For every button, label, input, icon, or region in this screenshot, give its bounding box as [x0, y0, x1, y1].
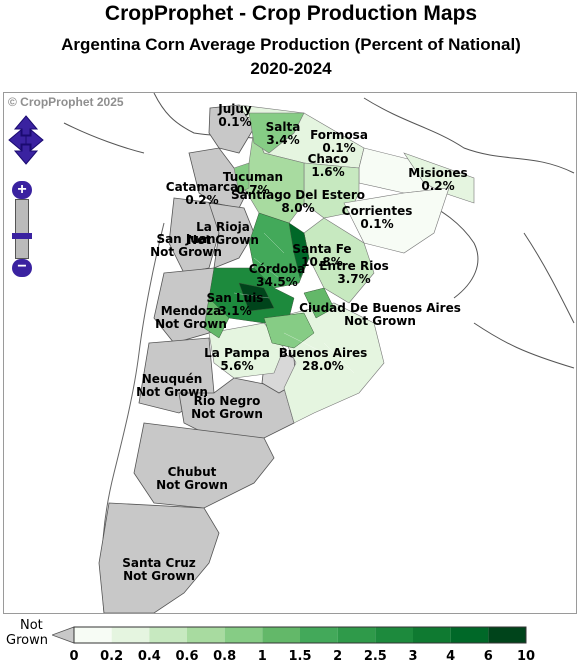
- label-chaco: Chaco 1.6%: [307, 152, 349, 179]
- label-san-juan: San Juan Not Grown: [150, 232, 222, 259]
- label-catamarca: Catamarca 0.2%: [165, 180, 239, 207]
- label-mendoza: Mendoza Not Grown: [155, 304, 227, 331]
- legend-tick-label: 1: [257, 649, 267, 664]
- legend-tick-label: 2.5: [363, 649, 387, 664]
- pan-right-icon: [25, 128, 44, 152]
- legend-swatch: [413, 627, 451, 643]
- zoom-track[interactable]: [15, 199, 29, 259]
- legend-swatch: [450, 627, 489, 643]
- legend-tick-label: 10: [516, 649, 536, 664]
- legend-tick-label: 0.2: [100, 649, 124, 664]
- argentina-map[interactable]: [4, 93, 577, 614]
- pan-control[interactable]: [8, 115, 44, 165]
- map-years: 2020-2024: [250, 59, 332, 78]
- label-caba: Ciudad De Buenos Aires Not Grown: [299, 301, 461, 328]
- pan-down-icon: [13, 144, 39, 165]
- label-santa-cruz: Santa Cruz Not Grown: [122, 556, 196, 583]
- legend-swatch: [74, 627, 112, 643]
- sanluis-area: [203, 297, 230, 339]
- legend-tick-label: 0.4: [137, 649, 161, 664]
- label-formosa: Formosa 0.1%: [310, 128, 368, 155]
- legend-tick-label: 4: [446, 649, 456, 664]
- legend-not-grown-line1: Not: [20, 618, 43, 633]
- legend-swatch: [300, 627, 338, 643]
- label-misiones: Misiones 0.2%: [408, 166, 468, 193]
- legend-swatch: [375, 627, 413, 643]
- map-subtitle: Argentina Corn Average Production (Perce…: [61, 35, 521, 54]
- legend-swatch: [337, 627, 376, 643]
- zoom-slider[interactable]: + −: [12, 181, 32, 277]
- label-cordoba: Córdoba 34.5%: [248, 262, 306, 289]
- legend-border: [73, 626, 527, 644]
- label-santa-fe: Santa Fe 10.8%: [292, 242, 352, 269]
- map-panel[interactable]: © CropProphet 2025 + − Jujuy 0.1% Salta 3.…: [3, 92, 577, 614]
- label-santiago: Santiago Del Estero 8.0%: [230, 188, 366, 215]
- legend-swatch: [111, 627, 150, 643]
- legend-swatch: [187, 627, 225, 643]
- pan-up-icon: [13, 115, 39, 136]
- label-tucuman: Tucuman 0.7%: [222, 170, 284, 197]
- legend-tick-label: 1.5: [288, 649, 312, 664]
- label-la-rioja: La Rioja Not Grown: [187, 220, 259, 247]
- santacruz-area: [98, 502, 220, 613]
- legend-swatch: [149, 627, 187, 643]
- legend-tick-label: 3: [408, 649, 418, 664]
- legend-tick-label: 0.8: [213, 649, 237, 664]
- salta-area: [248, 112, 305, 154]
- zoom-out-button[interactable]: −: [12, 259, 32, 277]
- legend-not-grown-swatch: [52, 626, 75, 644]
- label-la-pampa: La Pampa 5.6%: [204, 346, 270, 373]
- tucuman-area: [233, 162, 250, 194]
- color-legend: [52, 626, 527, 644]
- larioja-area: [208, 202, 255, 269]
- page-title: CropProphet - Crop Production Maps: [104, 2, 478, 25]
- copyright-notice: © CropProphet 2025: [8, 95, 124, 109]
- label-chubut: Chubut Not Grown: [156, 465, 228, 492]
- label-neuquen: Neuquén Not Grown: [136, 372, 208, 399]
- zoom-in-button[interactable]: +: [12, 181, 32, 199]
- legend-not-grown-line2: Grown: [6, 633, 48, 648]
- legend-tick-label: 0.6: [175, 649, 199, 664]
- label-salta: Salta 3.4%: [265, 120, 301, 147]
- legend-tick-label: 6: [483, 649, 493, 664]
- legend-swatch: [488, 627, 526, 643]
- catamarca-area: [188, 147, 250, 209]
- sanjuan-area: [168, 197, 220, 274]
- legend-tick-label: 0: [69, 649, 79, 664]
- legend-swatch: [224, 627, 263, 643]
- label-san-luis: San Luis 3.1%: [206, 291, 264, 318]
- label-jujuy: Jujuy 0.1%: [218, 102, 252, 129]
- misiones-area: [403, 152, 475, 204]
- label-rio-negro: Rio Negro Not Grown: [191, 394, 263, 421]
- chubut-area: [133, 422, 275, 509]
- zoom-handle[interactable]: [12, 233, 32, 239]
- label-corrientes: Corrientes 0.1%: [341, 204, 413, 231]
- legend-swatch: [262, 627, 300, 643]
- label-buenos-aires: Buenos Aires 28.0%: [278, 346, 368, 373]
- label-entre-rios: Entre Rios 3.7%: [319, 259, 389, 286]
- legend-tick-label: 2: [333, 649, 343, 664]
